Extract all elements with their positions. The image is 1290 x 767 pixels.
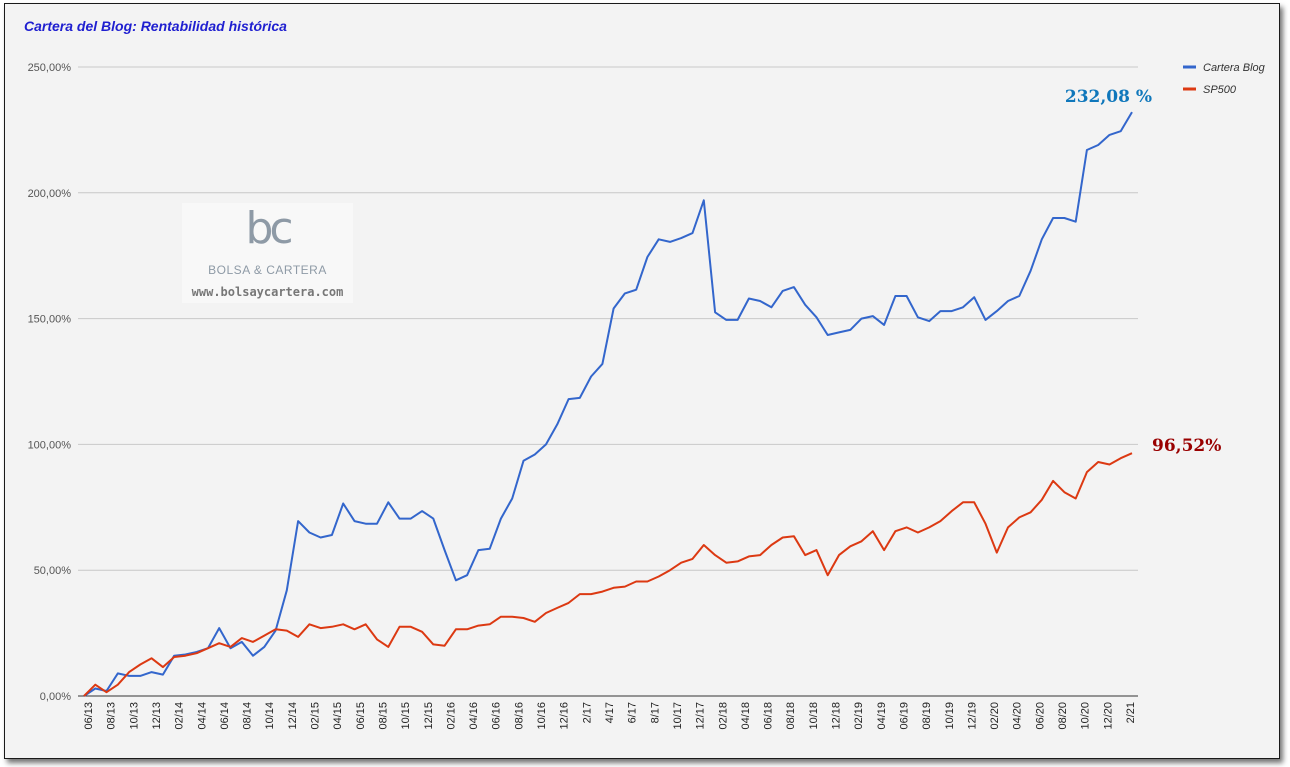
watermark-logo: bc BOLSA & CARTERA www.bolsaycartera.com xyxy=(182,203,353,303)
annotation-label: 96,52% xyxy=(1152,436,1221,456)
x-tick-label: 06/20 xyxy=(1034,702,1046,730)
series-line-cartera-blog xyxy=(83,111,1133,697)
series-lines xyxy=(83,111,1133,697)
x-tick-label: 10/19 xyxy=(944,702,956,730)
legend-label: SP500 xyxy=(1203,84,1237,96)
y-tick-label: 200,00% xyxy=(28,188,72,200)
x-tick-label: 4/17 xyxy=(604,702,616,723)
x-tick-label: 02/20 xyxy=(989,702,1001,730)
y-axis-ticks: 0,00% 50,00% 100,00% 150,00% 200,00% 250,00% xyxy=(28,62,72,703)
x-tick-label: 12/15 xyxy=(423,702,435,730)
x-tick-label: 08/16 xyxy=(513,702,525,730)
x-tick-label: 10/14 xyxy=(264,702,276,730)
x-tick-label: 10/20 xyxy=(1080,702,1092,730)
x-tick-label: 08/14 xyxy=(242,702,254,730)
x-tick-label: 02/16 xyxy=(445,702,457,730)
x-tick-label: 12/18 xyxy=(831,702,843,730)
x-axis-ticks: 06/13 08/13 10/13 12/13 02/14 04/14 06/14 08/14… xyxy=(83,702,1137,730)
x-tick-label: 6/17 xyxy=(627,702,639,723)
chart-title: Cartera del Blog: Rentabilidad histórica xyxy=(24,18,287,34)
y-tick-label: 150,00% xyxy=(28,314,72,326)
x-tick-label: 12/16 xyxy=(559,702,571,730)
x-tick-label: 2/21 xyxy=(1125,702,1137,723)
x-tick-label: 02/18 xyxy=(717,702,729,730)
grid-lines xyxy=(78,66,1138,697)
x-tick-label: 10/17 xyxy=(672,702,684,730)
x-tick-label: 06/14 xyxy=(219,702,231,730)
x-tick-label: 08/13 xyxy=(106,702,118,730)
x-tick-label: 04/20 xyxy=(1012,702,1024,730)
x-tick-label: 12/17 xyxy=(695,702,707,730)
x-tick-label: 12/20 xyxy=(1102,702,1114,730)
x-tick-label: 12/13 xyxy=(151,702,163,730)
x-tick-label: 10/13 xyxy=(128,702,140,730)
x-tick-label: 02/14 xyxy=(174,702,186,730)
watermark-name: BOLSA & CARTERA xyxy=(208,263,327,277)
y-tick-label: 100,00% xyxy=(28,439,72,451)
x-tick-label: 04/16 xyxy=(468,702,480,730)
x-tick-label: 06/15 xyxy=(355,702,367,730)
y-tick-label: 50,00% xyxy=(34,565,72,577)
x-tick-label: 06/19 xyxy=(898,702,910,730)
x-tick-label: 10/16 xyxy=(536,702,548,730)
x-tick-label: 06/16 xyxy=(491,702,503,730)
watermark-mark: bc xyxy=(245,203,293,254)
y-tick-label: 250,00% xyxy=(28,62,72,74)
x-tick-label: 04/15 xyxy=(332,702,344,730)
x-tick-label: 08/15 xyxy=(377,702,389,730)
y-tick-label: 0,00% xyxy=(40,691,71,703)
x-tick-label: 06/18 xyxy=(763,702,775,730)
annotation-label: 232,08 % xyxy=(1065,87,1152,107)
x-tick-label: 2/17 xyxy=(581,702,593,723)
x-tick-label: 04/14 xyxy=(196,702,208,730)
watermark-url: www.bolsaycartera.com xyxy=(191,285,344,299)
x-tick-label: 02/15 xyxy=(310,702,322,730)
series-line-sp500 xyxy=(83,452,1133,697)
x-tick-label: 12/14 xyxy=(287,702,299,730)
x-tick-label: 12/19 xyxy=(966,702,978,730)
x-tick-label: 08/19 xyxy=(921,702,933,730)
x-tick-label: 02/19 xyxy=(853,702,865,730)
x-tick-label: 8/17 xyxy=(649,702,661,723)
x-tick-label: 08/18 xyxy=(785,702,797,730)
legend-label: Cartera Blog xyxy=(1203,62,1266,74)
x-tick-label: 10/15 xyxy=(400,702,412,730)
x-tick-label: 06/13 xyxy=(83,702,95,730)
x-tick-label: 10/18 xyxy=(808,702,820,730)
legend: Cartera Blog SP500 xyxy=(1183,62,1266,96)
x-tick-label: 04/19 xyxy=(876,702,888,730)
annotations: 232,08 % 96,52% xyxy=(1065,87,1222,456)
x-tick-label: 04/18 xyxy=(740,702,752,730)
x-tick-label: 08/20 xyxy=(1057,702,1069,730)
